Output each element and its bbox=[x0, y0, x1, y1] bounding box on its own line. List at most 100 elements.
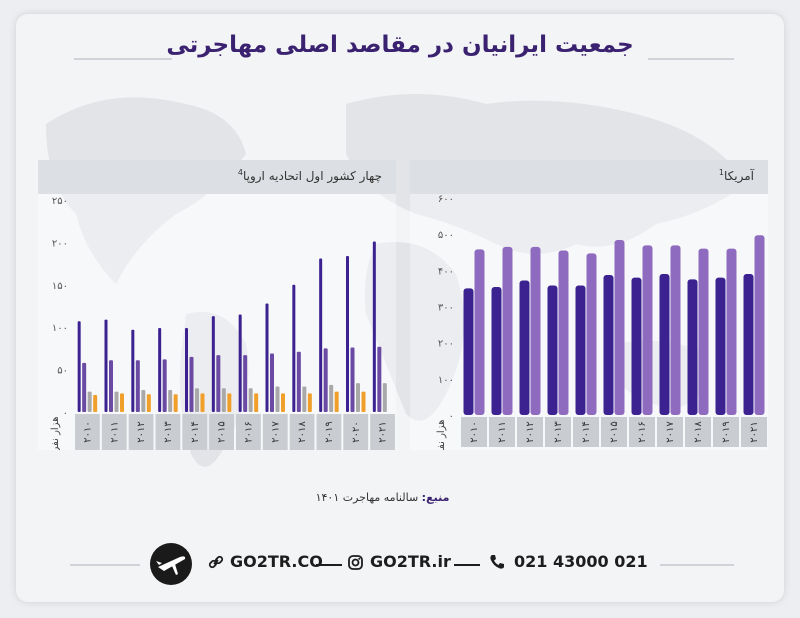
usa-bar bbox=[659, 273, 670, 415]
link-icon bbox=[208, 554, 224, 574]
eu-bar bbox=[361, 391, 366, 412]
usa-bar bbox=[614, 239, 625, 415]
eu-bar bbox=[302, 386, 307, 412]
eu-category-box bbox=[262, 414, 288, 450]
eu-category-box bbox=[101, 414, 127, 450]
eu-category-label: ۲۰۱۰ bbox=[82, 421, 93, 442]
eu-ytick-label: ۱۰۰ bbox=[52, 323, 68, 334]
usa-category-label: ۲۰۱۳ bbox=[553, 421, 564, 443]
eu-ytick-label: ۲۵۰ bbox=[52, 196, 68, 207]
eu-bar bbox=[82, 362, 87, 412]
eu-category-box bbox=[316, 414, 342, 450]
eu-bar-chart: ۰ ۵۰ ۱۰۰ ۱۵۰ ۲۰۰ ۲۵۰ هزار نفر ۲۰۱۰ ۲۰۱۱ ۲۰۱۲ ۲۰۱۳ ۲… bbox=[50, 196, 395, 450]
eu-bar bbox=[292, 284, 296, 412]
title-container: جمعیت ایرانیان در مقاصد اصلی مهاجرتی bbox=[0, 32, 800, 58]
eu-bar bbox=[162, 359, 167, 412]
eu-category-label: ۲۰۱۷ bbox=[270, 421, 281, 443]
eu-bar bbox=[350, 347, 355, 412]
usa-category-box bbox=[629, 417, 655, 447]
eu-bar bbox=[77, 321, 81, 412]
eu-category-label: ۲۰۱۹ bbox=[324, 421, 335, 442]
eu-category-label: ۲۰۱۲ bbox=[136, 421, 147, 442]
eu-bar bbox=[200, 393, 205, 412]
usa-category-label: ۲۰۱۷ bbox=[665, 421, 676, 443]
eu-bar bbox=[109, 360, 113, 412]
usa-bar bbox=[463, 288, 474, 415]
plane-logo-icon bbox=[150, 543, 192, 585]
eu-bar bbox=[189, 356, 194, 412]
phone-icon bbox=[489, 554, 505, 574]
eu-category-label: ۲۰۱۸ bbox=[297, 421, 308, 443]
footer-separator-2 bbox=[454, 564, 480, 566]
usa-ytick-label: ۱۰۰ bbox=[438, 375, 454, 386]
eu-ytick-label: ۱۵۰ bbox=[52, 281, 68, 292]
usa-bar-chart: ۰ ۱۰۰ ۲۰۰ ۳۰۰ ۴۰۰ ۵۰۰ ۶۰۰ هزار نفر ۲۰۱۰ ۲۰۱۱ ۲۰۱۲ ۲… bbox=[436, 194, 767, 450]
footer-contact-bar: GO2TR.CO GO2TR.ir 021 43000 021 bbox=[0, 552, 800, 578]
footer-line-left bbox=[70, 564, 140, 566]
eu-bar bbox=[238, 314, 242, 412]
eu-bar bbox=[146, 394, 151, 412]
eu-bar bbox=[296, 351, 301, 412]
eu-category-box bbox=[128, 414, 154, 450]
instagram-link[interactable]: GO2TR.ir bbox=[370, 552, 451, 571]
usa-category-box bbox=[741, 417, 767, 447]
usa-ytick-label: ۲۰۰ bbox=[438, 339, 454, 350]
website-link[interactable]: GO2TR.CO bbox=[230, 552, 323, 571]
eu-category-label: ۲۰۱۴ bbox=[190, 421, 201, 442]
eu-bar bbox=[216, 355, 221, 412]
usa-ytick-label: ۶۰۰ bbox=[438, 194, 454, 205]
usa-category-box bbox=[517, 417, 543, 447]
title-line-right bbox=[648, 58, 734, 60]
eu-category-box bbox=[289, 414, 315, 450]
eu-bar bbox=[135, 360, 140, 412]
eu-ylabel: هزار نفر bbox=[50, 417, 61, 450]
usa-category-box bbox=[685, 417, 711, 447]
usa-category-box bbox=[461, 417, 487, 447]
eu-bar bbox=[211, 316, 215, 412]
usa-category-box bbox=[489, 417, 515, 447]
eu-chart-title: چهار کشور اول اتحادیه اروپا4 bbox=[238, 168, 382, 183]
usa-chart-header: آمریکا1 bbox=[410, 160, 768, 194]
source-text: سالنامه مهاجرت ۱۴۰۱ bbox=[315, 491, 419, 504]
usa-category-label: ۲۰۱۱ bbox=[497, 421, 508, 442]
eu-bar bbox=[158, 328, 162, 412]
eu-chart-header: چهار کشور اول اتحادیه اروپا4 bbox=[38, 160, 396, 194]
usa-bar bbox=[530, 246, 541, 415]
eu-category-box bbox=[75, 414, 100, 450]
phone-number[interactable]: 021 43000 021 bbox=[514, 552, 648, 571]
usa-ytick-label: ۳۰۰ bbox=[438, 303, 454, 314]
usa-category-label: ۲۰۱۸ bbox=[693, 421, 704, 443]
usa-ytick-label: ۴۰۰ bbox=[438, 266, 454, 277]
eu-bar bbox=[243, 355, 248, 412]
eu-bar bbox=[319, 258, 323, 412]
usa-category-label: ۲۰۱۶ bbox=[637, 421, 648, 442]
usa-bar bbox=[754, 235, 765, 415]
usa-bar bbox=[586, 253, 597, 415]
usa-category-box bbox=[573, 417, 599, 447]
usa-bar bbox=[631, 277, 642, 415]
usa-bar bbox=[547, 285, 558, 415]
eu-category-box bbox=[155, 414, 181, 450]
eu-bar bbox=[372, 241, 376, 412]
eu-ytick-label: ۰ bbox=[63, 408, 68, 419]
eu-bar bbox=[334, 391, 339, 412]
usa-category-label: ۲۰۱۲ bbox=[525, 421, 536, 442]
eu-bar bbox=[281, 393, 285, 412]
usa-chart-footnote: 1 bbox=[718, 168, 724, 177]
usa-category-box bbox=[601, 417, 627, 447]
usa-ytick-label: ۵۰۰ bbox=[438, 230, 454, 241]
eu-category-box bbox=[236, 414, 261, 450]
eu-chart-footnote: 4 bbox=[237, 168, 243, 177]
source-note: منبع: سالنامه مهاجرت ۱۴۰۱ bbox=[0, 491, 765, 504]
usa-bar bbox=[558, 250, 569, 415]
usa-bar bbox=[603, 275, 614, 415]
eu-bar bbox=[87, 391, 92, 412]
eu-bar bbox=[185, 328, 188, 412]
eu-bar bbox=[329, 384, 334, 412]
eu-bar bbox=[346, 255, 349, 412]
eu-bar bbox=[227, 393, 232, 412]
usa-category-label: ۲۰۱۹ bbox=[721, 421, 732, 442]
eu-category-label: ۲۰۱۵ bbox=[217, 421, 228, 442]
eu-bar bbox=[168, 389, 173, 412]
footer-separator-1 bbox=[316, 564, 342, 566]
